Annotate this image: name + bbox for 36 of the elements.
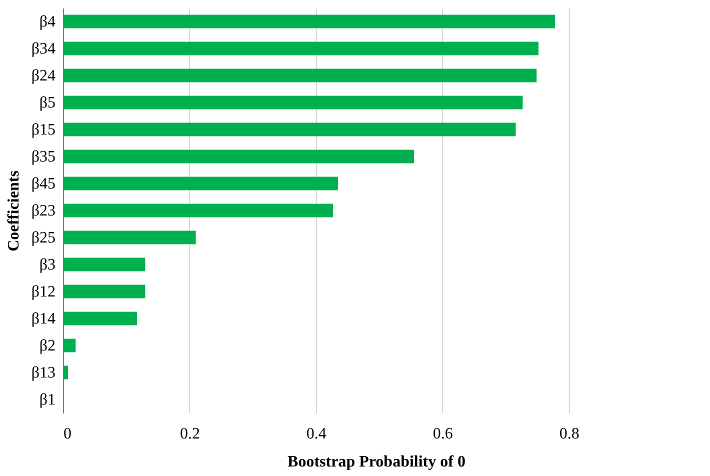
x-axis-title: Bootstrap Probability of 0	[288, 454, 466, 470]
bar	[63, 366, 68, 380]
y-tick-label: β12	[31, 284, 56, 300]
x-tick-label: 0.4	[306, 426, 326, 442]
y-tick-label: β23	[31, 202, 56, 220]
bar	[63, 338, 76, 352]
y-tick-label: β14	[31, 310, 56, 328]
x-tick-label: 0	[64, 426, 72, 442]
bar	[63, 14, 555, 28]
y-tick-label: β5	[39, 94, 56, 112]
y-tick-label: β15	[31, 122, 56, 138]
y-tick-label: β3	[39, 256, 56, 274]
x-tick-label: 0.2	[180, 426, 200, 442]
bar	[63, 312, 137, 326]
x-tick-label: 0.8	[559, 426, 580, 442]
y-tick-label: β2	[39, 338, 56, 354]
y-tick-label: β25	[31, 230, 56, 246]
bar	[63, 258, 146, 272]
y-tick-label: β1	[39, 392, 56, 408]
y-tick-label: β35	[31, 148, 56, 166]
bar	[63, 176, 338, 190]
x-tick-label: 0.6	[432, 426, 453, 442]
y-tick-label: β13	[31, 364, 56, 382]
y-axis-title: Coefficients	[5, 170, 22, 252]
bar	[63, 96, 523, 110]
bar	[63, 42, 539, 56]
bar	[63, 204, 333, 218]
y-tick-label: β34	[31, 40, 56, 58]
y-tick-label: β4	[39, 14, 56, 30]
bar	[63, 230, 196, 244]
bar	[63, 284, 146, 298]
y-tick-label: β24	[31, 68, 56, 84]
bar	[63, 68, 537, 82]
y-tick-label: β45	[31, 176, 56, 192]
bar	[63, 150, 414, 164]
bar	[63, 122, 516, 136]
